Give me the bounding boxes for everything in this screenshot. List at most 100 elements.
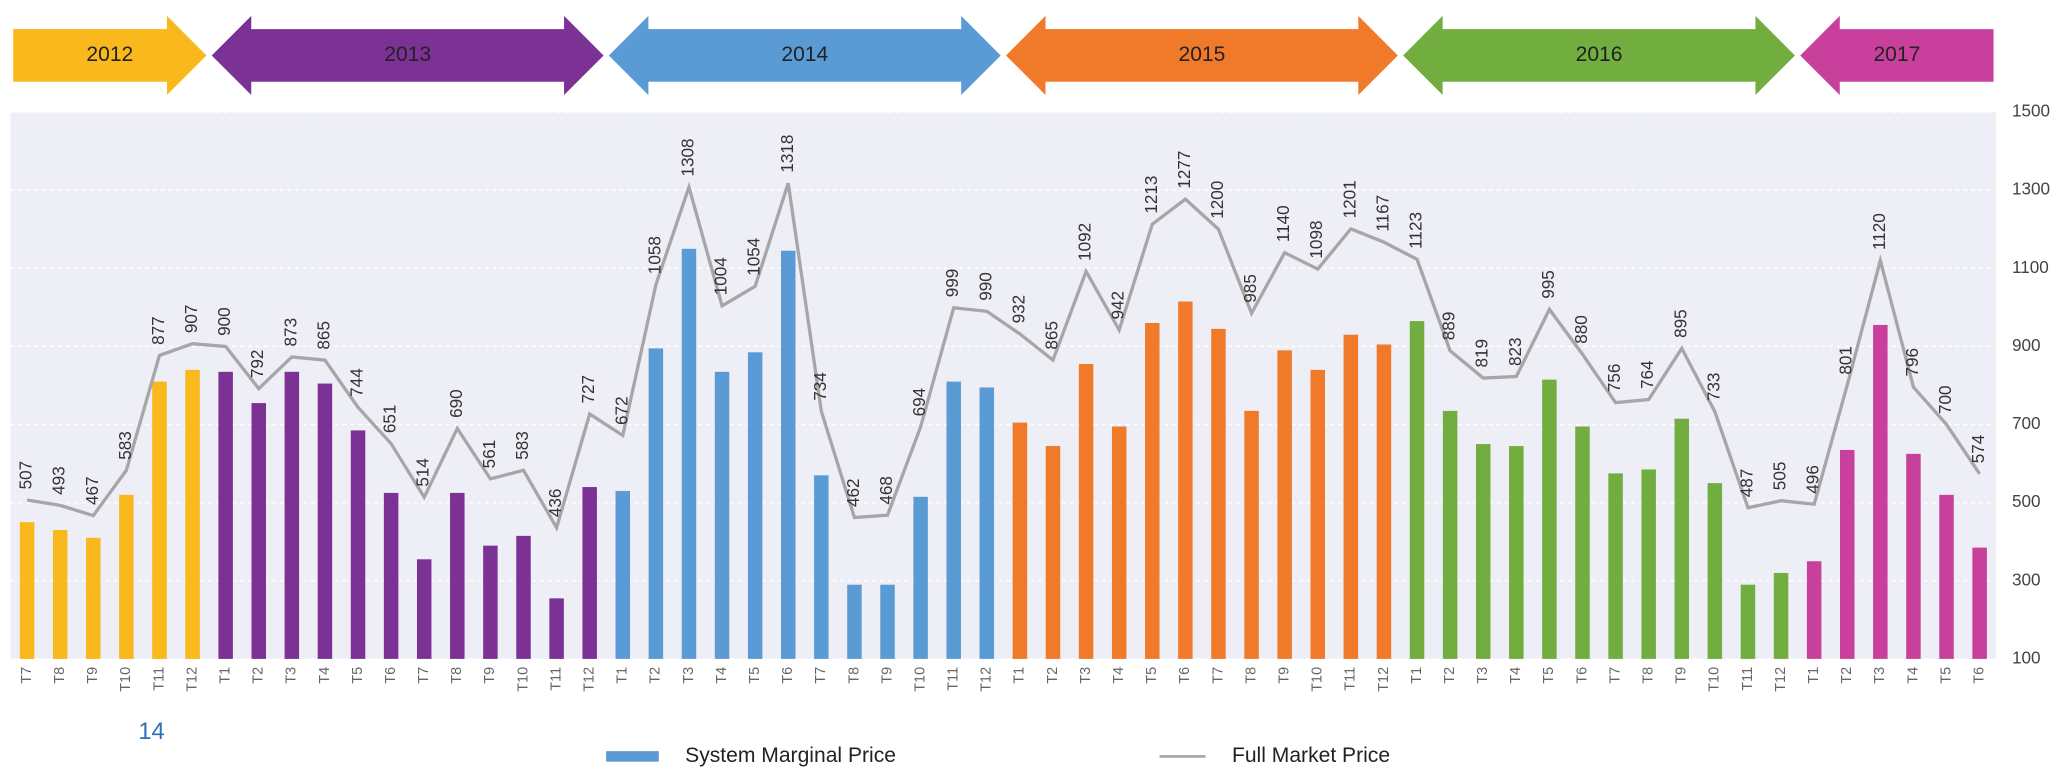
- x-tick-label: T3: [1475, 667, 1491, 684]
- x-tick-label: T12: [582, 667, 598, 692]
- x-tick-label: T5: [1541, 667, 1557, 684]
- y-tick-label: 500: [2012, 492, 2041, 511]
- bar: [814, 475, 829, 659]
- bar: [1773, 572, 1789, 659]
- bar: [880, 584, 895, 659]
- x-tick-label: T7: [1210, 667, 1226, 684]
- data-label: 561: [480, 440, 499, 469]
- bar: [1145, 323, 1160, 659]
- line: [26, 181, 1981, 532]
- bar: [1442, 410, 1458, 659]
- data-label: 823: [1506, 337, 1525, 366]
- bar: [714, 371, 730, 659]
- period-label: 2012: [86, 43, 133, 66]
- bar: [648, 348, 664, 659]
- data-label: 865: [314, 321, 333, 350]
- bar: [681, 248, 697, 659]
- data-label: 873: [281, 318, 300, 347]
- x-tick-label: T9: [85, 667, 101, 684]
- data-label: 942: [1109, 291, 1128, 320]
- period-label: 2015: [1178, 43, 1225, 66]
- bar: [317, 383, 333, 659]
- x-tick-label: T11: [548, 667, 564, 691]
- x-tick-label: T10: [912, 667, 928, 692]
- legend-swatch: [606, 751, 659, 762]
- x-tick-label: T3: [284, 667, 300, 684]
- bar: [1906, 453, 1921, 659]
- x-tick-label: T9: [1674, 667, 1690, 684]
- data-label: 733: [1704, 373, 1723, 402]
- x-tick-label: T6: [1574, 667, 1590, 684]
- bar: [1409, 321, 1425, 659]
- data-label: 907: [182, 305, 201, 334]
- data-label: 514: [414, 458, 433, 487]
- bar: [1740, 584, 1756, 659]
- legend-label: System Marginal Price: [685, 744, 896, 767]
- data-label: 895: [1671, 309, 1690, 338]
- x-tick-label: T5: [1144, 667, 1160, 684]
- data-label: 583: [116, 431, 135, 460]
- data-label: 796: [1903, 348, 1922, 377]
- bar: [19, 522, 35, 659]
- x-tick-label: T11: [151, 667, 167, 691]
- data-label: 507: [17, 461, 36, 490]
- y-tick-label: 300: [2012, 570, 2041, 589]
- data-label: 690: [447, 389, 466, 418]
- x-tick-label: T3: [681, 667, 697, 684]
- data-label: 1318: [778, 135, 797, 173]
- bar: [1608, 473, 1623, 659]
- bar: [1012, 422, 1028, 659]
- data-label: 764: [1638, 360, 1657, 389]
- x-tick-label: T1: [1806, 667, 1822, 684]
- x-tick-label: T1: [1012, 667, 1028, 684]
- data-label: 487: [1737, 469, 1756, 498]
- data-label: 493: [50, 466, 69, 495]
- y-tick-label: 1300: [2012, 180, 2050, 199]
- bar: [1806, 561, 1822, 659]
- data-label: 1054: [745, 237, 764, 276]
- bar: [913, 496, 928, 659]
- bar: [1211, 328, 1226, 659]
- bar: [152, 381, 167, 659]
- data-label: 756: [1605, 364, 1624, 393]
- data-label: 505: [1771, 462, 1790, 491]
- data-label: 1004: [712, 257, 731, 296]
- bar: [1972, 547, 1987, 659]
- x-tick-label: T12: [184, 667, 200, 692]
- plot-background: [10, 112, 1997, 659]
- data-label: 651: [381, 405, 400, 434]
- period-label: 2013: [384, 43, 431, 66]
- bar: [780, 250, 796, 659]
- bar: [52, 530, 68, 659]
- y-tick-label: 1100: [2012, 258, 2049, 277]
- period-label: 2016: [1576, 43, 1623, 66]
- bar: [1045, 446, 1061, 659]
- bar: [946, 381, 961, 659]
- x-tick-label: T8: [1641, 667, 1657, 684]
- bar: [1277, 350, 1292, 659]
- bar: [979, 387, 995, 659]
- data-label: 468: [877, 476, 896, 505]
- data-label: 496: [1804, 465, 1823, 494]
- x-tick-label: T6: [1177, 667, 1193, 684]
- x-tick-label: T2: [251, 667, 267, 684]
- data-label: 436: [546, 489, 565, 518]
- period-arrow: [608, 15, 1001, 95]
- x-tick-label: T10: [515, 667, 531, 692]
- data-label: 583: [513, 431, 532, 460]
- data-label: 727: [579, 375, 598, 404]
- period-label: 2014: [781, 43, 828, 66]
- data-label: 1277: [1175, 151, 1194, 189]
- x-tick-label: T9: [482, 667, 498, 684]
- data-label: 900: [215, 307, 234, 336]
- bar: [284, 371, 300, 659]
- bar: [516, 535, 531, 659]
- x-tick-label: T6: [383, 667, 399, 684]
- bar: [251, 403, 266, 659]
- x-tick-label: T7: [1607, 667, 1623, 684]
- x-tick-label: T6: [1971, 667, 1987, 684]
- x-tick-label: T2: [648, 667, 664, 684]
- bar: [483, 545, 498, 659]
- x-tick-label: T5: [1938, 667, 1954, 684]
- bar: [1244, 410, 1259, 659]
